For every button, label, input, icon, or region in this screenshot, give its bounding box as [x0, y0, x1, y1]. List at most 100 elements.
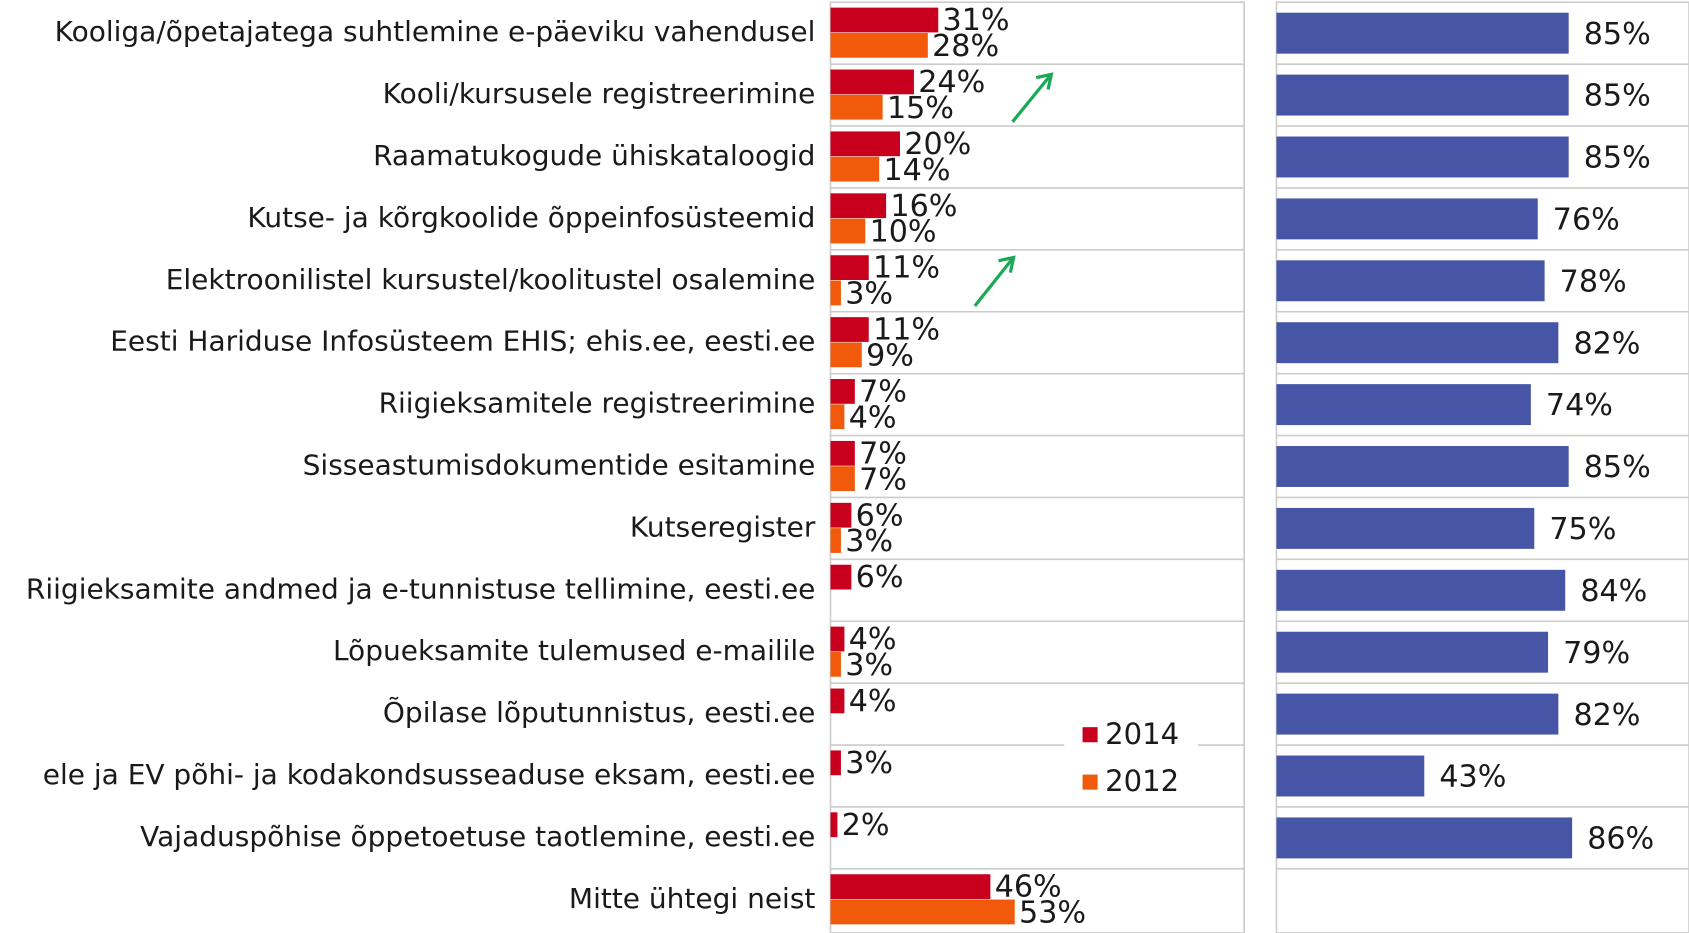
value-label: 85% [1584, 79, 1651, 114]
bar [830, 379, 855, 404]
bar [1276, 198, 1538, 240]
value-label: 85% [1584, 450, 1651, 485]
value-label: 6% [856, 560, 904, 595]
category-label: Kutse- ja kõrgkoolide õppeinfosüsteemid [247, 201, 815, 234]
value-label: 10% [870, 215, 937, 250]
category-label: Mitte ühtegi neist [569, 882, 816, 915]
bar [1276, 12, 1569, 54]
bar [830, 317, 869, 342]
value-label: 43% [1439, 760, 1506, 795]
value-label: 82% [1573, 698, 1640, 733]
bar [830, 69, 914, 95]
bar [830, 255, 869, 281]
legend-swatch [1082, 727, 1098, 743]
value-label: 11% [873, 251, 940, 286]
bar [830, 502, 852, 528]
value-label: 3% [845, 524, 893, 559]
bar [830, 466, 855, 492]
value-label: 75% [1549, 512, 1616, 547]
bar [830, 131, 901, 157]
bar [830, 899, 1015, 925]
bar [830, 874, 991, 900]
value-label: 15% [887, 91, 954, 126]
bar [830, 688, 845, 714]
bar [830, 404, 845, 430]
bar [1276, 569, 1566, 611]
value-label: 9% [866, 338, 914, 373]
value-label: 74% [1546, 388, 1613, 423]
value-label: 85% [1584, 141, 1651, 176]
bar [830, 750, 841, 776]
value-label: 28% [932, 29, 999, 64]
legend-swatch [1082, 774, 1098, 790]
bar [830, 280, 841, 306]
legend-label: 2012 [1105, 764, 1179, 798]
bar [830, 218, 866, 244]
category-label: Riigieksamite andmed ja e-tunnistuse tel… [26, 572, 815, 605]
category-label: Vajaduspõhise õppetoetuse taotlemine, ee… [140, 820, 815, 853]
bar [830, 193, 887, 219]
bar [1276, 446, 1569, 487]
bar [1276, 631, 1549, 673]
bar [830, 440, 855, 466]
bar [830, 564, 852, 590]
value-label: 7% [859, 436, 907, 471]
value-label: 4% [849, 400, 897, 435]
bar [830, 528, 841, 553]
bar [1276, 507, 1535, 549]
annotation-arrows [973, 72, 1054, 308]
bar [830, 32, 928, 58]
trend-arrow [1011, 74, 1052, 123]
bar [1276, 136, 1569, 178]
value-label: 3% [845, 277, 893, 312]
category-label: Kooliga/õpetajatega suhtlemine e-päeviku… [55, 15, 816, 48]
value-label: 86% [1587, 822, 1654, 857]
bar [830, 156, 880, 182]
bar [830, 812, 838, 838]
value-label: 6% [856, 498, 904, 533]
bar [1276, 384, 1531, 426]
bar [830, 651, 841, 677]
category-label: Lõpueksamite tulemused e-mailile [333, 634, 815, 667]
value-label: 46% [995, 870, 1062, 905]
category-label: Riigieksamitele registreerimine [379, 387, 816, 420]
value-label: 78% [1560, 264, 1627, 299]
bar [1276, 693, 1559, 735]
bar [830, 7, 939, 33]
category-label: Kutseregister [630, 510, 816, 543]
value-label: 7% [859, 375, 907, 410]
value-label: 53% [1019, 896, 1086, 931]
value-label: 20% [904, 127, 971, 162]
bar [1276, 322, 1559, 364]
value-label: 76% [1553, 203, 1620, 238]
category-label: Õpilase lõputunnistus, eesti.ee [383, 695, 816, 729]
value-label: 4% [849, 622, 897, 657]
category-label: Raamatukogude ühiskataloogid [373, 139, 815, 172]
value-label: 7% [859, 462, 907, 497]
value-label: 3% [845, 746, 893, 781]
trend-arrow [973, 257, 1014, 308]
category-label: Kooli/kursusele registreerimine [383, 77, 816, 110]
value-label: 3% [845, 648, 893, 683]
bar [830, 342, 862, 368]
value-label: 24% [918, 65, 985, 100]
category-label: Eesti Hariduse Infosüsteem EHIS; ehis.ee… [110, 325, 815, 358]
arrow-head [1035, 72, 1054, 90]
value-label: 79% [1563, 636, 1630, 671]
value-label: 82% [1573, 326, 1640, 361]
value-label: 2% [842, 808, 890, 843]
legend-label: 2014 [1105, 717, 1179, 751]
value-label: 85% [1584, 17, 1651, 52]
value-label: 16% [890, 189, 957, 224]
bar [830, 626, 845, 652]
category-label: ele ja EV põhi- ja kodakondsusseaduse ek… [43, 758, 816, 791]
value-label: 4% [849, 684, 897, 719]
arrow-head [998, 255, 1016, 273]
bar [830, 94, 883, 120]
category-label: Sisseastumisdokumentide esitamine [303, 448, 816, 481]
bar [1276, 74, 1569, 116]
value-label: 84% [1580, 574, 1647, 609]
value-label: 31% [943, 3, 1010, 38]
bar [1276, 260, 1545, 302]
